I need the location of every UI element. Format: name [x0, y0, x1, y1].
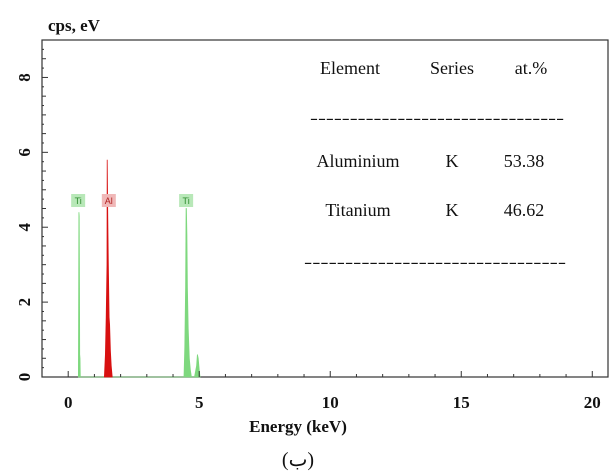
y-tick-label: 4 — [15, 222, 34, 231]
x-tick-label: 5 — [195, 393, 204, 412]
x-axis-label: Energy (keV) — [249, 417, 347, 436]
series-ti-0 — [77, 208, 201, 378]
table-cell: 53.38 — [504, 151, 545, 171]
peak-label-box — [179, 194, 194, 208]
x-tick-label: 20 — [584, 393, 601, 412]
y-tick-label: 6 — [15, 148, 34, 157]
axis-ticks: 0 5 10 15 20 0 2 4 6 8 — [15, 39, 601, 412]
table-header: at.% — [515, 58, 547, 78]
table-cell: Titanium — [325, 200, 390, 220]
peak-label-box — [71, 194, 86, 208]
y-tick-label: 2 — [15, 298, 34, 307]
peak-label-ti: Ti — [75, 196, 82, 206]
table-cell: 46.62 — [504, 200, 545, 220]
y-axis-label: cps, eV — [48, 16, 101, 35]
table-cell: K — [446, 200, 459, 220]
table-rule-bottom: -------------------------------- — [304, 254, 566, 271]
peak-labels: Ti Al Ti — [71, 194, 194, 208]
peak-label-box — [101, 194, 116, 208]
y-tick-label: 8 — [15, 73, 34, 82]
series-al-1 — [103, 159, 113, 378]
table-rule-top: -------------------------------- — [310, 110, 564, 127]
x-tick-label: 15 — [453, 393, 470, 412]
x-tick-label: 0 — [64, 393, 73, 412]
table-cell: K — [446, 151, 459, 171]
figure-caption: (ب) — [282, 449, 314, 471]
peak-label-ti: Ti — [183, 196, 190, 206]
peak-label-al: Al — [105, 196, 113, 206]
table-header: Series — [430, 58, 474, 78]
y-tick-label: 0 — [15, 373, 34, 382]
spectrum-series — [77, 159, 201, 378]
composition-table: Element Series at.% -----------------------… — [304, 58, 566, 271]
x-tick-label: 10 — [322, 393, 339, 412]
table-header: Element — [320, 58, 380, 78]
table-cell: Aluminium — [316, 151, 399, 171]
